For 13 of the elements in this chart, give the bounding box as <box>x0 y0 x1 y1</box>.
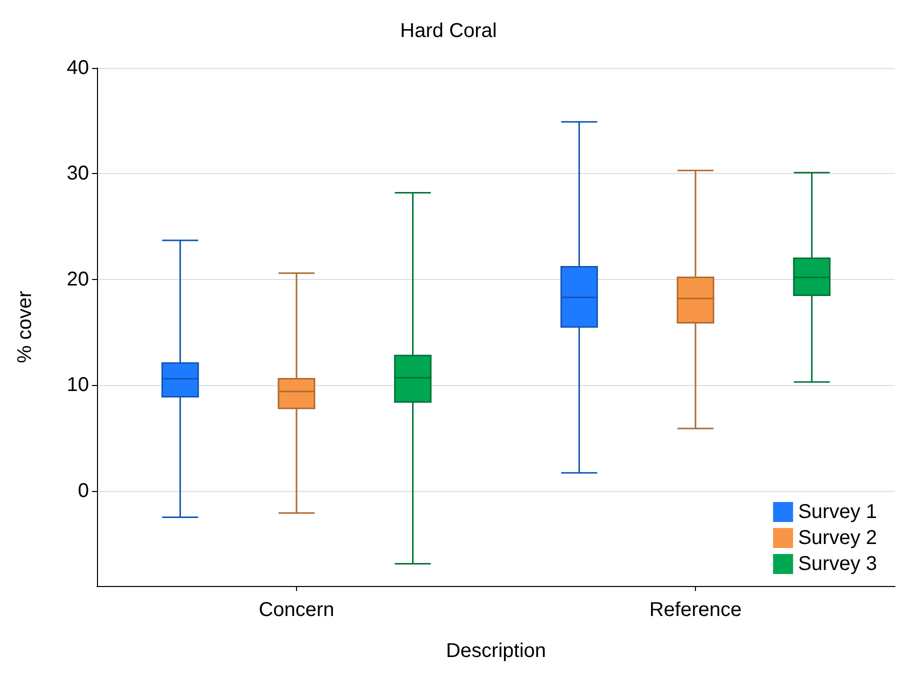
x-tick-label: Concern <box>258 599 334 621</box>
x-tick-label: Reference <box>649 599 742 621</box>
y-tick-label: 20 <box>66 268 89 290</box>
y-tick-label: 30 <box>66 162 89 185</box>
y-tick-label: 10 <box>66 374 89 396</box>
y-tick-label: 0 <box>78 480 89 502</box>
legend-label: Survey 3 <box>798 553 878 575</box>
legend-label: Survey 2 <box>798 527 878 549</box>
y-tick-label: 40 <box>66 57 89 79</box>
y-axis-title: % cover <box>14 290 36 364</box>
legend-label: Survey 1 <box>798 501 878 523</box>
chart-title: Hard Coral <box>400 20 497 42</box>
x-axis-title: Description <box>446 640 546 662</box>
